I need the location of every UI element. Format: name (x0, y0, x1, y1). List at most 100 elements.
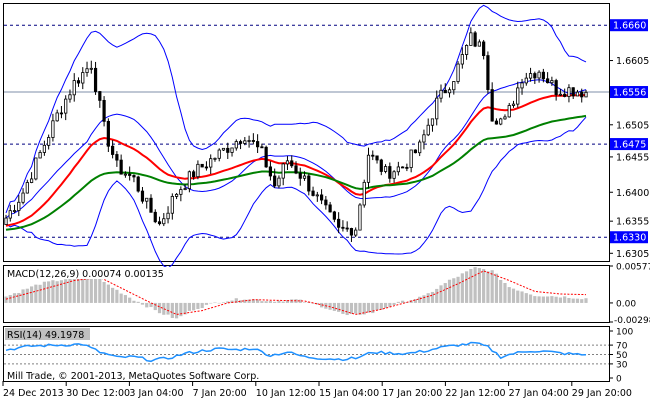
candle-body (409, 149, 413, 168)
candle-body (153, 211, 157, 223)
macd-bar (256, 299, 260, 303)
price-tag-label: 1.6660 (613, 21, 646, 32)
candle-body (328, 204, 332, 213)
bollinger-lower (5, 116, 587, 269)
candle-body (251, 140, 255, 142)
macd-bar (401, 300, 405, 303)
candle-body (234, 141, 238, 149)
macd-bar (426, 293, 430, 303)
x-tick-label: 24 Dec 2013 (3, 388, 64, 399)
macd-bar (183, 302, 187, 315)
macd-bar (136, 301, 140, 303)
candle-body (183, 188, 187, 190)
price-tag-label: 1.6556 (613, 88, 646, 99)
macd-bar (524, 293, 528, 303)
macd-bar (217, 302, 221, 304)
price-tag (610, 86, 648, 99)
candle-body (285, 160, 290, 165)
candle-body (59, 112, 64, 115)
macd-bar (115, 289, 119, 303)
candle-body (422, 134, 426, 143)
macd-bar (477, 268, 481, 303)
candle-body (302, 175, 307, 179)
macd-bar (571, 298, 575, 303)
candle-body (174, 193, 179, 197)
rsi-y-tick-label: 50 (616, 351, 628, 361)
macd-bar (12, 293, 17, 303)
macd-bar (119, 293, 123, 303)
candle-body (307, 175, 311, 192)
macd-bar (516, 290, 520, 303)
candle-body (200, 163, 204, 168)
candle-body (98, 91, 102, 101)
x-tick-label: 10 Jan 12:00 (256, 388, 316, 399)
candle-body (162, 218, 166, 225)
candle-body (226, 147, 230, 153)
candle-body (264, 146, 268, 168)
macd-bar (64, 279, 68, 303)
macd-bar (111, 287, 115, 303)
macd-y-tick-label: -0.00298 (614, 316, 650, 326)
candle-body (311, 190, 315, 196)
macd-bar (541, 296, 545, 303)
candle-body (418, 141, 422, 154)
candle-body (447, 89, 452, 94)
macd-bar (260, 301, 264, 303)
rsi-label: RSI(14) 49.1978 (7, 330, 84, 341)
macd-bar (435, 288, 439, 303)
candle-body (102, 99, 106, 122)
macd-bar (226, 301, 230, 303)
candle-body (8, 210, 12, 219)
candle-body (379, 159, 383, 172)
macd-bar (546, 296, 550, 303)
candle-body (490, 89, 494, 122)
candle-body (464, 45, 469, 55)
macd-bar (162, 302, 166, 315)
candle-body (34, 157, 38, 180)
candle-body (187, 171, 191, 189)
candle-body (157, 221, 162, 225)
candle-body (119, 159, 123, 175)
macd-bar (34, 284, 38, 303)
candle-body (430, 118, 435, 126)
x-tick-label: 29 Jan 20:00 (572, 388, 632, 399)
price-tag (610, 138, 648, 151)
candle-body (298, 172, 302, 179)
candle-body (196, 163, 200, 178)
candle-body (558, 93, 563, 96)
macd-bar (452, 278, 456, 303)
candle-body (47, 137, 51, 146)
macd-bar (354, 302, 358, 314)
candle-body (256, 141, 260, 148)
candle-body (213, 157, 217, 160)
x-tick-label: 22 Jan 12:00 (445, 388, 505, 399)
candle-body (81, 72, 85, 84)
macd-bar (371, 302, 375, 314)
candle-body (136, 176, 140, 192)
candle-body (290, 160, 294, 167)
macd-bar (81, 275, 85, 303)
candle-body (354, 229, 358, 236)
candle-body (550, 80, 554, 84)
candle-body (528, 73, 533, 79)
macd-bar (528, 294, 533, 303)
macd-bar (383, 302, 388, 309)
macd-bar (499, 279, 503, 303)
candle-body (452, 81, 456, 91)
x-tick-label: 27 Jan 04:00 (509, 388, 569, 399)
macd-bar (166, 302, 170, 315)
x-tick-label: 15 Jan 04:00 (319, 388, 379, 399)
candle-body (571, 87, 575, 97)
candle-body (383, 166, 388, 172)
rsi-y-tick-label: 0 (616, 375, 622, 385)
candle-body (277, 177, 281, 187)
macd-bar (234, 298, 238, 303)
price-tag-label: 1.6330 (613, 233, 646, 244)
candle-body (375, 155, 379, 161)
macd-bar (213, 302, 217, 304)
macd-bar (149, 302, 153, 308)
candle-body (243, 140, 247, 144)
macd-bar (238, 300, 243, 303)
macd-bar (511, 288, 516, 303)
macd-bar (68, 277, 72, 303)
